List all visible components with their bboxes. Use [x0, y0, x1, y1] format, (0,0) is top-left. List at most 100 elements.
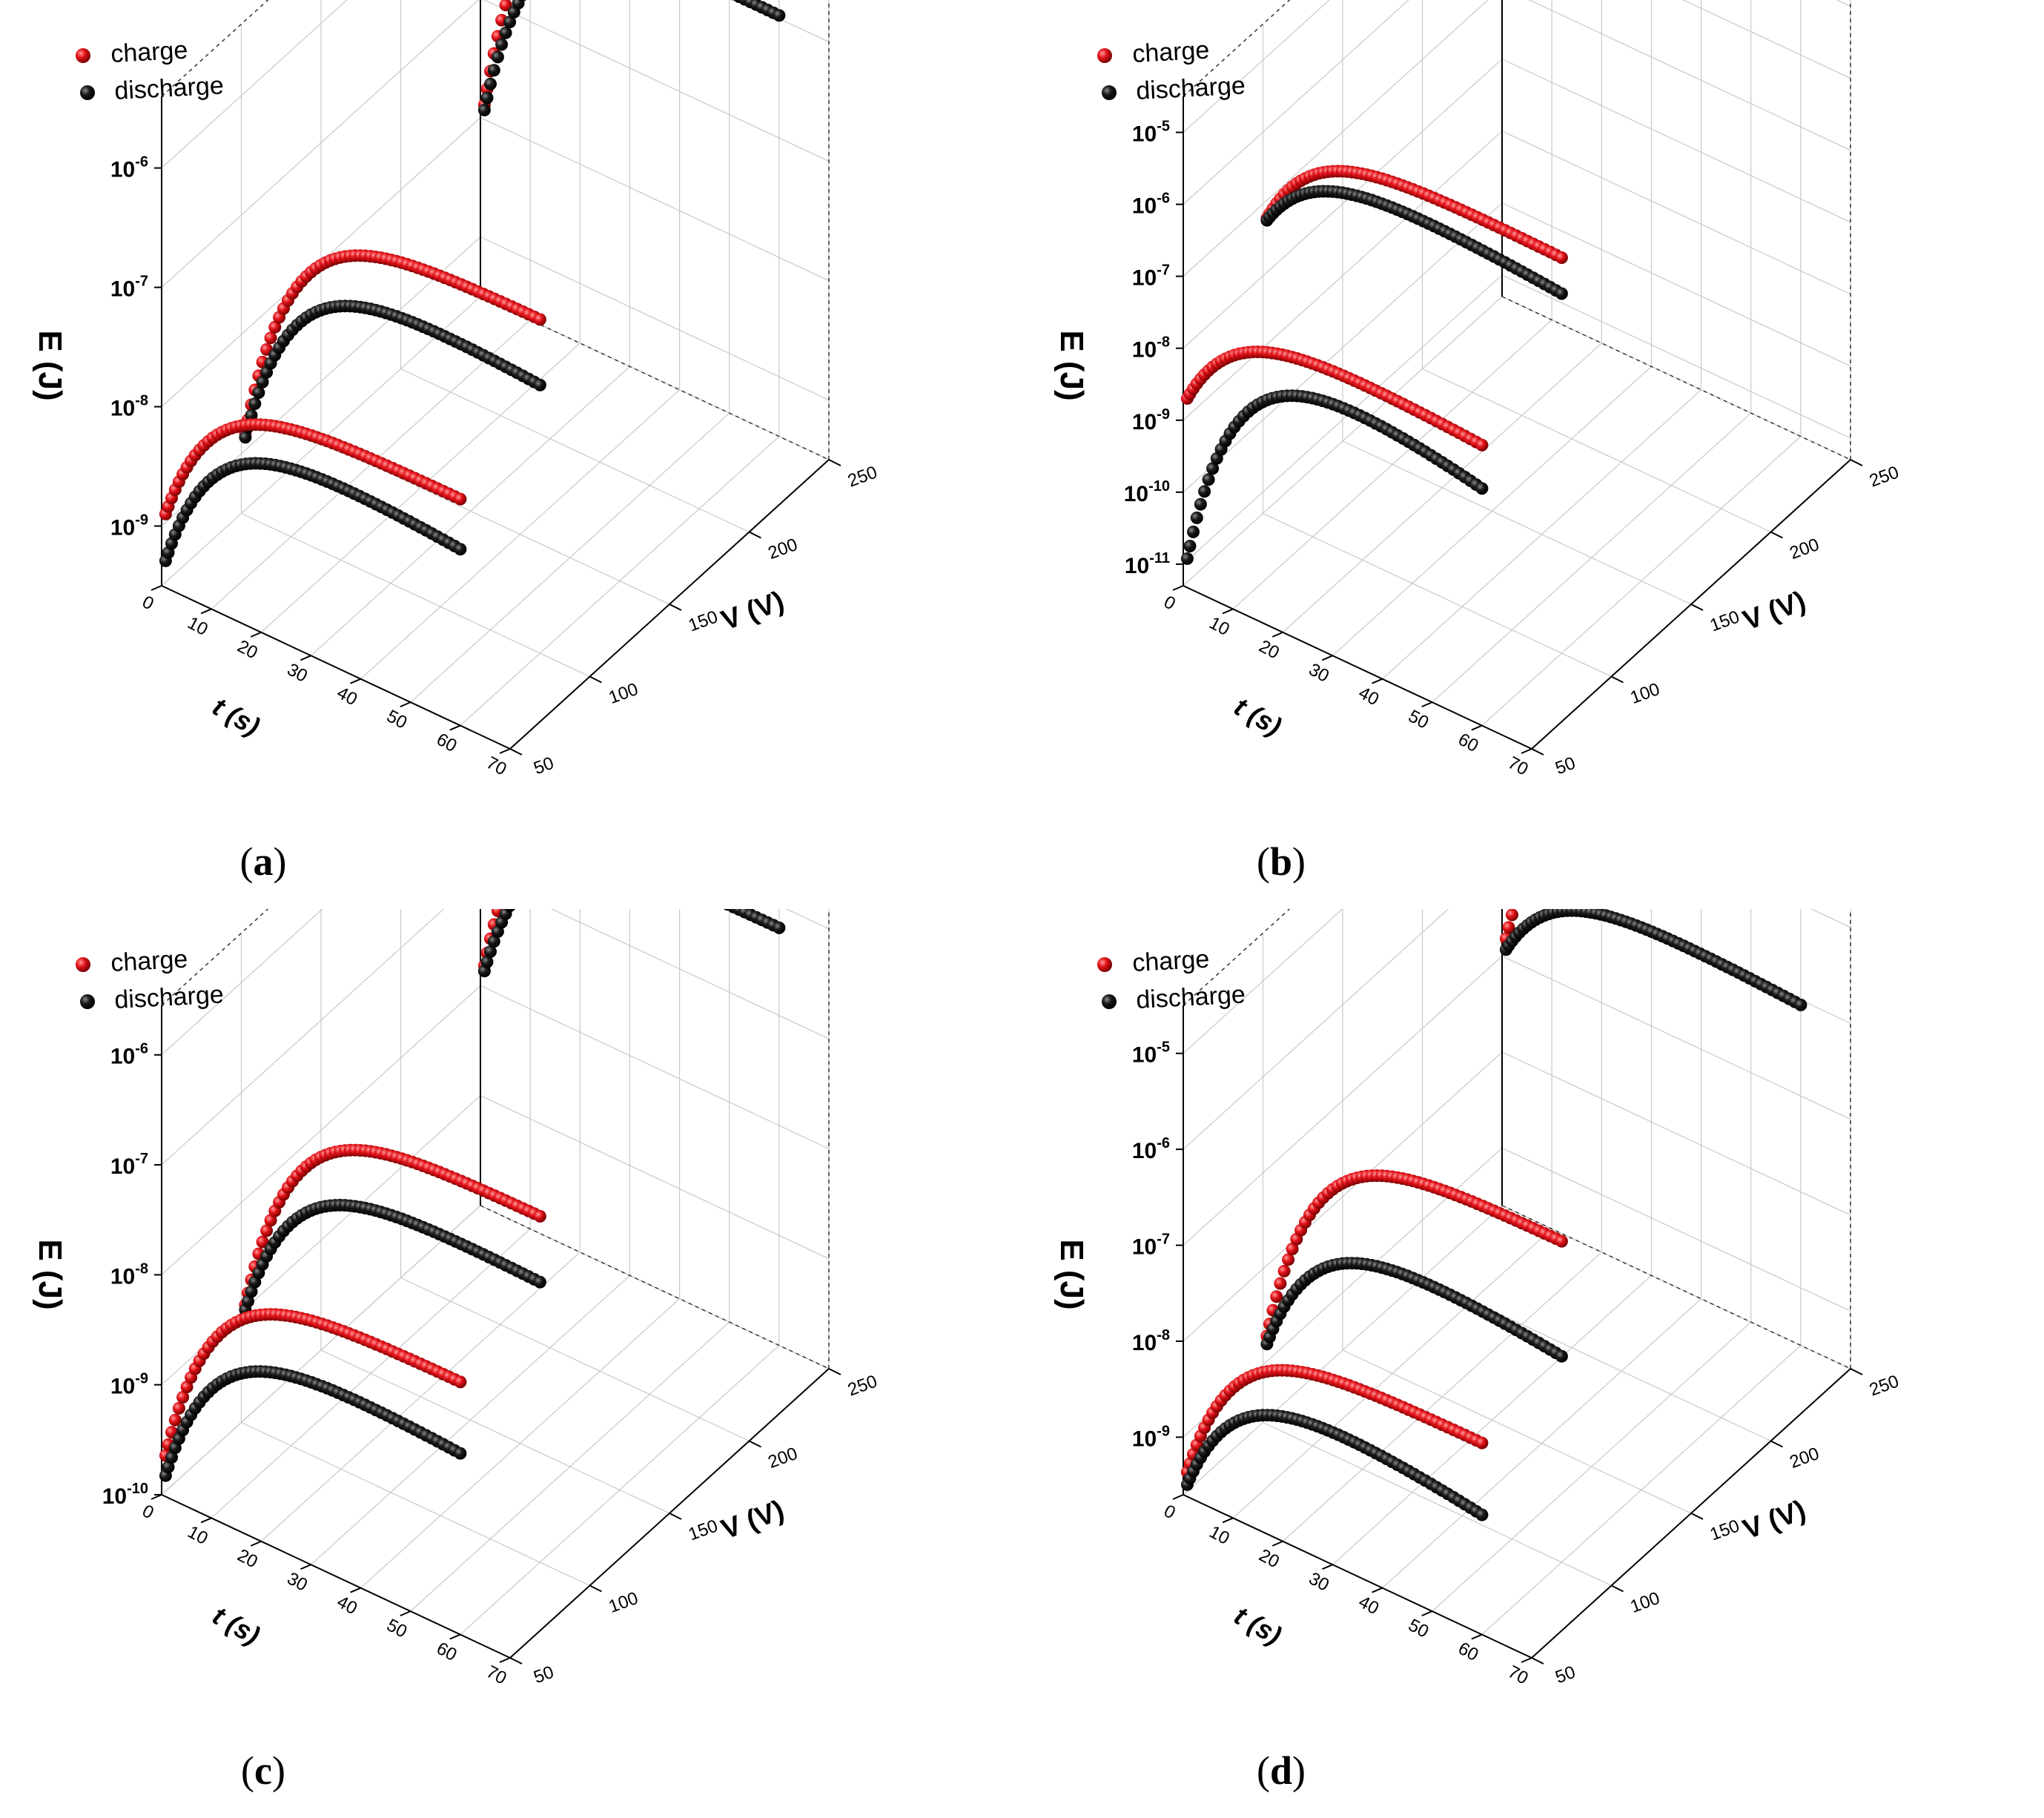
series-charge-V100	[1260, 1169, 1568, 1343]
t-tick-label: 0	[139, 592, 156, 614]
t-tick	[1271, 631, 1283, 638]
t-axis-line	[1183, 585, 1532, 750]
back-wall-grid-line	[1528, 0, 1851, 151]
data-point	[499, 26, 512, 39]
v-axis-title: V (V)	[718, 1495, 789, 1546]
t-axis-title: t (s)	[1229, 1600, 1287, 1651]
data-point	[180, 1381, 194, 1394]
left-wall-grid-line	[1183, 1051, 1503, 1342]
t-tick-label: 70	[483, 753, 509, 779]
panel-c: 0 10 20 30 40 50 60 70 50 100 150 200 250 10-10 10-9 10…	[0, 909, 1022, 1818]
box-frame	[1183, 0, 1851, 750]
t-tick-label: 10	[185, 613, 211, 640]
back-wall-grid-line	[1501, 1147, 1851, 1312]
t-tick-label: 70	[483, 1662, 509, 1688]
left-wall-grid-line	[161, 909, 323, 1056]
t-tick-label: 0	[139, 1501, 156, 1523]
t-tick-label: 30	[1306, 659, 1332, 686]
t-tick	[1471, 724, 1483, 731]
floor-grid-line	[1422, 368, 1771, 533]
v-tick-label: 100	[606, 679, 641, 708]
v-tick-label: 200	[766, 535, 801, 563]
t-tick	[400, 701, 411, 708]
t-tick	[1521, 748, 1532, 754]
t-tick-label: 40	[334, 1592, 360, 1619]
data-point	[533, 313, 546, 326]
back-wall-grid-line	[1501, 130, 1851, 295]
floor-back-edge	[1501, 1205, 1851, 1369]
left-wall-grid-line	[161, 1205, 481, 1495]
data-point	[491, 50, 504, 64]
data-point	[454, 1447, 467, 1460]
t-tick	[449, 1633, 461, 1640]
z-tick-label: 10-8	[1132, 334, 1170, 363]
v-tick-label: 50	[1552, 1662, 1578, 1688]
v-tick	[1770, 531, 1783, 539]
floor-back-edge	[480, 1205, 830, 1369]
data-point	[499, 0, 512, 12]
grid	[161, 909, 830, 1659]
back-wall-grid-line	[1501, 955, 1851, 1120]
t-tick-label: 30	[284, 1568, 311, 1595]
series-discharge-V50	[159, 457, 467, 567]
e-axis-title: E (J)	[32, 330, 68, 400]
t-tick-label: 60	[433, 730, 460, 756]
data-point	[1475, 438, 1489, 452]
data-point	[1183, 540, 1197, 552]
back-wall-grid-line	[550, 909, 830, 1039]
data-point	[162, 1461, 175, 1474]
data-point	[1555, 287, 1568, 300]
data-point	[480, 955, 494, 968]
data-point	[1274, 1277, 1287, 1290]
data-point	[176, 1391, 190, 1404]
t-tick-label: 20	[1256, 636, 1283, 663]
chart-a: 0 10 20 30 40 50 60 70 50 100 150 200 250 10-9 10-8 10-…	[32, 0, 880, 884]
left-wall-grid-line	[161, 909, 445, 1166]
series-charge-V50	[159, 1308, 467, 1462]
data-point	[1187, 525, 1200, 538]
data-point	[1502, 921, 1515, 934]
data-point	[518, 0, 527, 1]
t-tick	[1521, 1657, 1532, 1663]
data-point	[487, 935, 500, 948]
panel-d: 0 10 20 30 40 50 60 70 50 100 150 200 250 10-9 10-8 10-…	[1022, 909, 2043, 1818]
legend-charge-marker	[1097, 957, 1112, 972]
v-tick	[1611, 1584, 1624, 1593]
data-point	[256, 1235, 269, 1249]
legend-discharge-marker	[1102, 85, 1117, 100]
floor-grid-line	[1342, 1349, 1692, 1514]
z-tick-label: 10-5	[1132, 1039, 1170, 1068]
series-discharge-V250	[477, 909, 786, 978]
panel-b: 0 10 20 30 40 50 60 70 50 100 150 200 250 10-11 10-10 1…	[1022, 0, 2043, 909]
v-tick-label: 200	[1787, 1444, 1822, 1472]
z-tick-label: 10-6	[110, 1041, 148, 1069]
left-wall-grid-line	[161, 0, 348, 169]
t-tick-label: 60	[433, 1639, 460, 1665]
back-wall-grid-line	[1501, 274, 1851, 439]
data-point	[533, 1209, 546, 1223]
v-tick	[1850, 1368, 1863, 1375]
t-tick-label: 40	[334, 683, 360, 710]
v-tick-label: 150	[686, 1515, 721, 1544]
series-discharge-V100	[1260, 1257, 1568, 1363]
v-tick	[669, 604, 682, 611]
z-tick-label: 10-9	[1132, 406, 1170, 434]
box-frame-dashed	[161, 0, 830, 460]
t-tick-label: 10	[185, 1522, 211, 1549]
z-tick-label: 10-6	[1132, 191, 1170, 219]
z-tick-label: 10-7	[110, 1151, 148, 1179]
panel-a: 0 10 20 30 40 50 60 70 50 100 150 200 250 10-9 10-8 10-…	[0, 0, 1022, 909]
v-tick	[509, 748, 523, 756]
floor-back-edge	[1501, 296, 1851, 460]
left-wall-grid-line	[1183, 909, 1449, 1150]
t-tick	[499, 748, 511, 754]
data-point	[1475, 1436, 1489, 1450]
left-wall-grid-line	[1183, 0, 1489, 277]
t-tick	[250, 631, 262, 638]
data-point	[1286, 1243, 1299, 1255]
t-tick-label: 60	[1455, 1639, 1481, 1665]
t-tick	[1322, 655, 1333, 661]
data-point	[1506, 909, 1518, 922]
